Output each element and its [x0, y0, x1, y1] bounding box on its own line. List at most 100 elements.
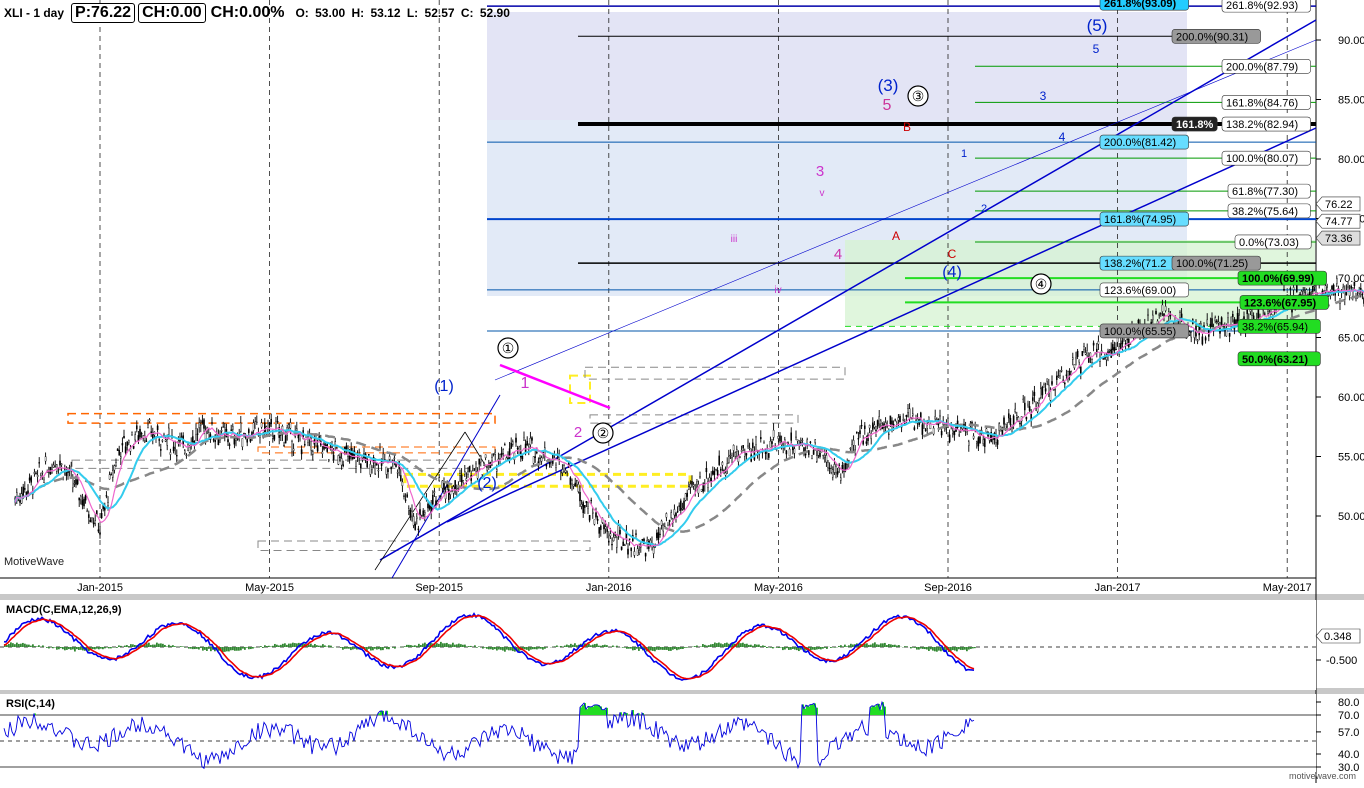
candle-body — [315, 439, 316, 446]
candle-body — [394, 458, 395, 459]
candle-body — [802, 440, 803, 441]
macd-bar — [368, 647, 370, 649]
candle-body — [1122, 341, 1123, 344]
candle-body — [288, 425, 289, 428]
macd-bar — [204, 647, 206, 650]
macd-bar — [370, 647, 372, 651]
candle-body — [136, 426, 137, 429]
macd-bar — [14, 644, 16, 647]
macd-bar — [96, 647, 98, 649]
candle-body — [773, 430, 774, 437]
macd-bar — [470, 646, 472, 647]
candle-body — [845, 464, 846, 470]
candle-body — [1109, 350, 1110, 351]
candle-body — [856, 432, 857, 433]
macd-bar — [290, 644, 292, 647]
candle-body — [611, 544, 612, 545]
macd-bar — [264, 645, 266, 647]
candle-body — [125, 447, 126, 453]
candle-body — [418, 529, 419, 530]
candle-body — [165, 440, 166, 441]
candle-body — [816, 455, 817, 461]
candle-body — [823, 455, 824, 456]
candle-body — [1064, 383, 1065, 384]
candle-body — [819, 453, 820, 456]
candle-body — [760, 437, 761, 439]
macd-bar — [794, 647, 796, 650]
macd-bar — [914, 647, 916, 648]
rsi-overbought-fill — [880, 710, 882, 715]
macd-bar — [270, 646, 272, 647]
candle-body — [1027, 404, 1028, 406]
candle-body — [371, 467, 372, 469]
candle-body — [696, 479, 697, 481]
macd-bar — [924, 647, 926, 649]
macd-bar — [684, 647, 686, 648]
wave-label: (3) — [878, 76, 899, 95]
rsi-overbought-fill — [592, 707, 594, 715]
candle-body — [1200, 323, 1201, 325]
macd-bar — [916, 647, 918, 650]
candle-body — [752, 443, 753, 448]
candle-body — [855, 450, 856, 451]
candle-body — [562, 469, 563, 472]
candle-body — [658, 533, 659, 540]
macd-bar — [950, 647, 952, 651]
candle-body — [463, 480, 464, 482]
candle-body — [1015, 409, 1016, 412]
candle-body — [429, 506, 430, 509]
macd-bar — [492, 647, 494, 650]
candle-body — [117, 449, 118, 451]
candle-body — [1008, 414, 1009, 418]
macd-bar — [482, 647, 484, 649]
candle-body — [119, 450, 120, 455]
candle-body — [45, 457, 46, 461]
candle-body — [690, 484, 691, 487]
candle-body — [1061, 370, 1062, 371]
candle-body — [407, 495, 408, 497]
rsi-overbought-fill — [588, 706, 590, 715]
candle-body — [631, 548, 632, 551]
candle-body — [682, 508, 683, 509]
macd-bar — [164, 645, 166, 647]
candle-body — [338, 455, 339, 464]
macd-bar — [124, 646, 126, 647]
macd-bar — [66, 647, 68, 650]
candle-body — [866, 442, 867, 444]
macd-bar — [544, 647, 546, 649]
wave-label-circled: ③ — [912, 88, 925, 104]
rsi-overbought-fill — [604, 710, 606, 715]
candle-body — [687, 493, 688, 497]
watermark: MotiveWave — [4, 556, 64, 568]
macd-bar — [564, 646, 566, 647]
macd-bar — [820, 647, 822, 649]
candle-body — [200, 424, 201, 425]
macd-bar — [276, 645, 278, 647]
candle-body — [493, 454, 494, 455]
macd-bar — [478, 646, 480, 647]
candle-body — [671, 513, 672, 518]
candle-body — [186, 455, 187, 456]
candle-body — [683, 501, 684, 509]
candle-body — [661, 521, 662, 525]
rsi-tick-label: 57.0 — [1338, 727, 1359, 739]
macd-bg — [0, 600, 1316, 690]
candle-body — [1026, 417, 1027, 419]
macd-bar — [74, 647, 76, 652]
macd-bar — [102, 647, 104, 649]
candle-body — [637, 549, 638, 556]
candle-body — [1096, 349, 1097, 352]
candle-body — [1106, 357, 1107, 360]
macd-bar — [174, 646, 176, 647]
candle-body — [1155, 311, 1156, 314]
macd-bar — [58, 647, 60, 649]
symbol-label[interactable]: XLI - 1 day — [4, 6, 64, 20]
macd-bar — [722, 644, 724, 647]
candle-body — [480, 456, 481, 462]
ohlc-readout: O: 53.00 H: 53.12 L: 52.57 C: 52.90 — [295, 6, 509, 20]
candle-body — [722, 462, 723, 465]
macd-bar — [936, 647, 938, 652]
candle-body — [24, 488, 25, 489]
candle-body — [1077, 351, 1078, 357]
